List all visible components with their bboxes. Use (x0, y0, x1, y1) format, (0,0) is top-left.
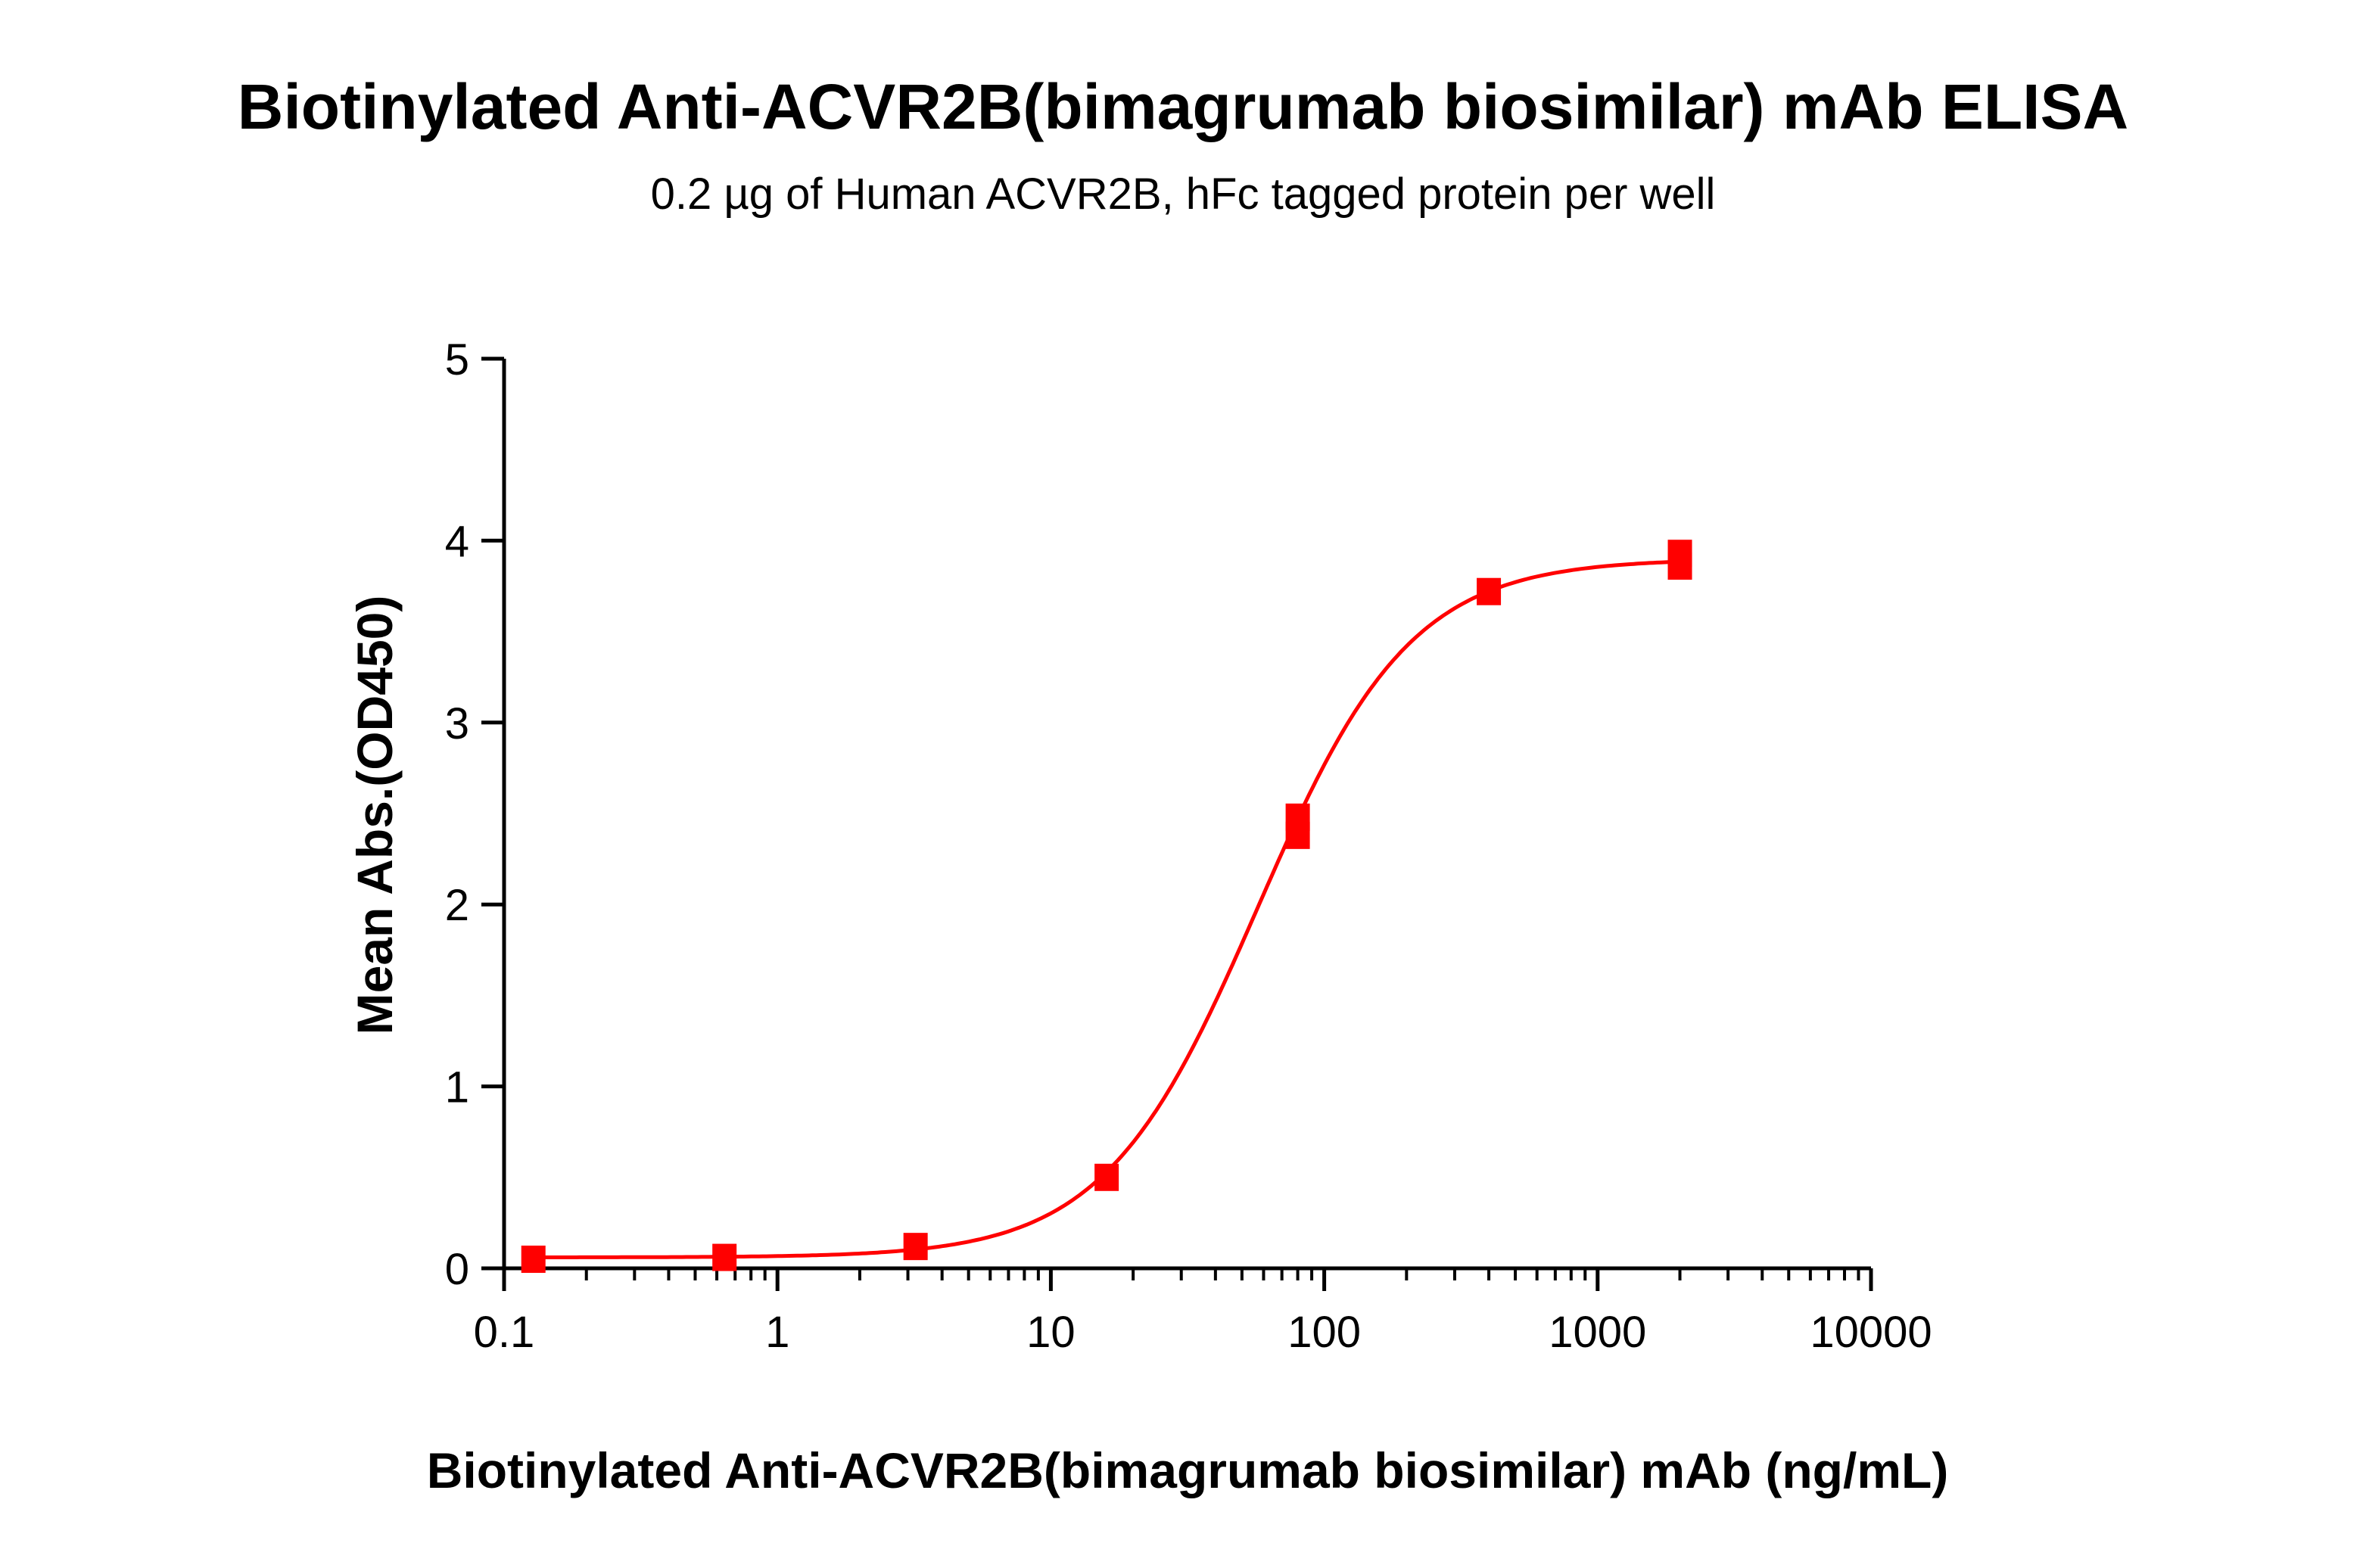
fit-curve (533, 559, 1680, 1259)
fit-curve-group (533, 559, 1680, 1259)
data-point (712, 1243, 737, 1271)
axes: 0.1 1 10 100 1000 10000 0 1 2 3 4 5 (445, 335, 1932, 1357)
data-point (903, 1233, 928, 1261)
y-tick-label: 0 (445, 1245, 469, 1294)
data-point (521, 1245, 546, 1273)
data-points (521, 540, 1692, 1273)
data-point (1477, 577, 1502, 605)
y-tick-label: 2 (445, 881, 469, 930)
chart-subtitle: 0.2 µg of Human ACVR2B, hFc tagged prote… (651, 170, 1716, 219)
x-tick-label: 100 (1287, 1308, 1361, 1357)
x-axis-label: Biotinylated Anti-ACVR2B(bimagrumab bios… (427, 1442, 1949, 1498)
y-tick-label: 4 (445, 517, 469, 566)
data-point (1667, 552, 1692, 580)
x-tick-label: 0.1 (474, 1308, 535, 1357)
y-axis-label: Mean Abs.(OD450) (347, 596, 403, 1035)
x-tick-label: 10000 (1810, 1308, 1932, 1357)
y-tick-label: 1 (445, 1063, 469, 1112)
x-tick-label: 10 (1026, 1308, 1076, 1357)
data-point (1094, 1163, 1119, 1191)
y-tick-label: 3 (445, 699, 469, 748)
y-tick-label: 5 (445, 335, 469, 384)
chart-title: Biotinylated Anti-ACVR2B(bimagrumab bios… (238, 71, 2128, 142)
x-tick-label: 1000 (1549, 1308, 1646, 1357)
data-point (1285, 821, 1310, 849)
x-tick-label: 1 (765, 1308, 789, 1357)
